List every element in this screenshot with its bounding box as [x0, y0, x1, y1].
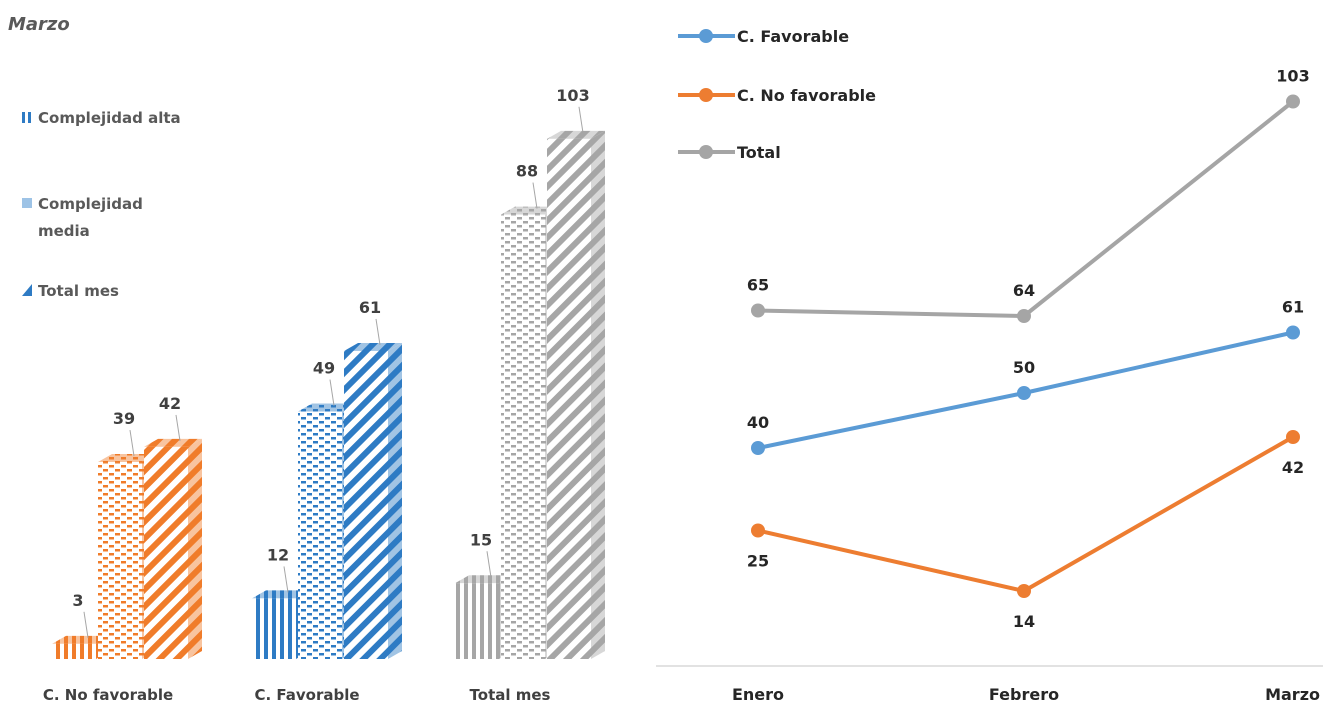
bar-value-label: 39: [113, 409, 135, 428]
data-point: [1286, 94, 1300, 109]
line-chart-legend: C. Favorable C. No favorable Total: [678, 27, 876, 162]
bar: [298, 411, 342, 659]
bar-value-label: 3: [72, 591, 83, 610]
legend-item-complejidad-alta: Complejidad alta: [22, 109, 181, 127]
bar-value-label: 42: [159, 394, 181, 413]
data-label: 65: [747, 276, 769, 295]
x-tick-label: Total mes: [470, 686, 551, 704]
data-label: 14: [1013, 612, 1035, 631]
data-label: 42: [1282, 458, 1304, 477]
bar-top: [298, 403, 356, 412]
bar-label-leader: [283, 566, 289, 593]
data-point: [1017, 584, 1031, 598]
data-label: 25: [747, 552, 769, 571]
data-label: 103: [1276, 67, 1309, 86]
bar-chart-subtitle: Marzo: [8, 14, 70, 35]
bar-top: [98, 454, 156, 463]
legend-label: Complejidad alta: [38, 109, 181, 127]
bar-top: [52, 635, 110, 644]
bar-side: [188, 438, 202, 659]
bar-value-label: 15: [470, 530, 492, 549]
data-label: 50: [1013, 358, 1035, 377]
line-chart-x-axis: Enero Febrero Marzo: [732, 685, 1320, 704]
bar-top: [144, 438, 202, 447]
bar-top: [547, 130, 605, 139]
bar-value-label: 49: [313, 359, 335, 378]
bar-label-leader: [532, 182, 538, 209]
bar-value-label: 88: [516, 162, 538, 181]
bar-label-leader: [83, 611, 89, 638]
bar: [252, 598, 296, 659]
line-chart-plot: 40 50 61 25 14 42 65 64 103: [747, 67, 1310, 632]
bar-side: [388, 342, 402, 659]
x-tick-label: Marzo: [1265, 685, 1320, 704]
x-tick-label: Enero: [732, 685, 784, 704]
bar-chart-legend: Complejidad alta Complejidad media Total…: [22, 109, 181, 300]
data-point: [1017, 386, 1031, 400]
data-label: 40: [747, 413, 769, 432]
legend-item-complejidad-media: Complejidad media: [22, 195, 148, 240]
bar-value-label: 103: [556, 86, 589, 105]
bar-label-leader: [375, 318, 381, 346]
bar-label-leader: [129, 429, 135, 457]
legend-swatch: [22, 284, 32, 296]
data-point: [751, 303, 765, 318]
bar-value-label: 12: [267, 545, 289, 564]
data-label: 61: [1282, 298, 1304, 317]
bar-chart-plot: 3 39 42 12 49 61 15 88 103: [52, 86, 605, 660]
legend-item: C. Favorable: [678, 27, 849, 46]
bar-label-leader: [329, 379, 335, 406]
legend-label: C. Favorable: [737, 27, 849, 46]
bar-side: [591, 130, 605, 660]
data-point: [1286, 325, 1300, 340]
legend-label: Complejidad media: [38, 195, 148, 240]
legend-label: Total: [737, 143, 781, 162]
bar-top: [252, 590, 310, 599]
data-label: 64: [1013, 281, 1035, 300]
bar-label-leader: [175, 414, 181, 441]
data-point: [751, 441, 765, 455]
series-line: [757, 435, 1294, 593]
data-point: [751, 523, 765, 538]
legend-marker: [699, 29, 713, 43]
bar-value-label: 61: [359, 298, 381, 317]
bar: [455, 583, 499, 659]
bar: [547, 138, 591, 660]
bar: [52, 643, 96, 659]
bar-top: [344, 342, 402, 351]
bar-chart-x-axis: C. No favorable C. Favorable Total mes: [43, 686, 551, 704]
legend-swatch: [22, 112, 25, 123]
x-tick-label: Febrero: [989, 685, 1059, 704]
bar-top: [455, 575, 513, 584]
legend-swatch: [22, 198, 32, 208]
data-point: [1286, 430, 1300, 444]
bar: [144, 446, 188, 659]
bar: [344, 350, 388, 659]
legend-swatch: [28, 112, 31, 123]
bar: [501, 214, 545, 659]
legend-item-total-mes: Total mes: [22, 282, 119, 300]
bar-label-leader: [486, 551, 492, 578]
x-tick-label: C. No favorable: [43, 686, 173, 704]
legend-label: Total mes: [38, 282, 119, 300]
legend-marker: [699, 88, 713, 102]
bar-label-leader: [578, 106, 584, 133]
legend-label: C. No favorable: [737, 86, 876, 105]
bar-top: [501, 206, 559, 215]
x-tick-label: C. Favorable: [254, 686, 359, 704]
bar: [98, 462, 142, 659]
legend-item: Total: [678, 143, 781, 162]
legend-item: C. No favorable: [678, 86, 876, 105]
data-point: [1017, 309, 1031, 323]
legend-marker: [699, 145, 713, 159]
